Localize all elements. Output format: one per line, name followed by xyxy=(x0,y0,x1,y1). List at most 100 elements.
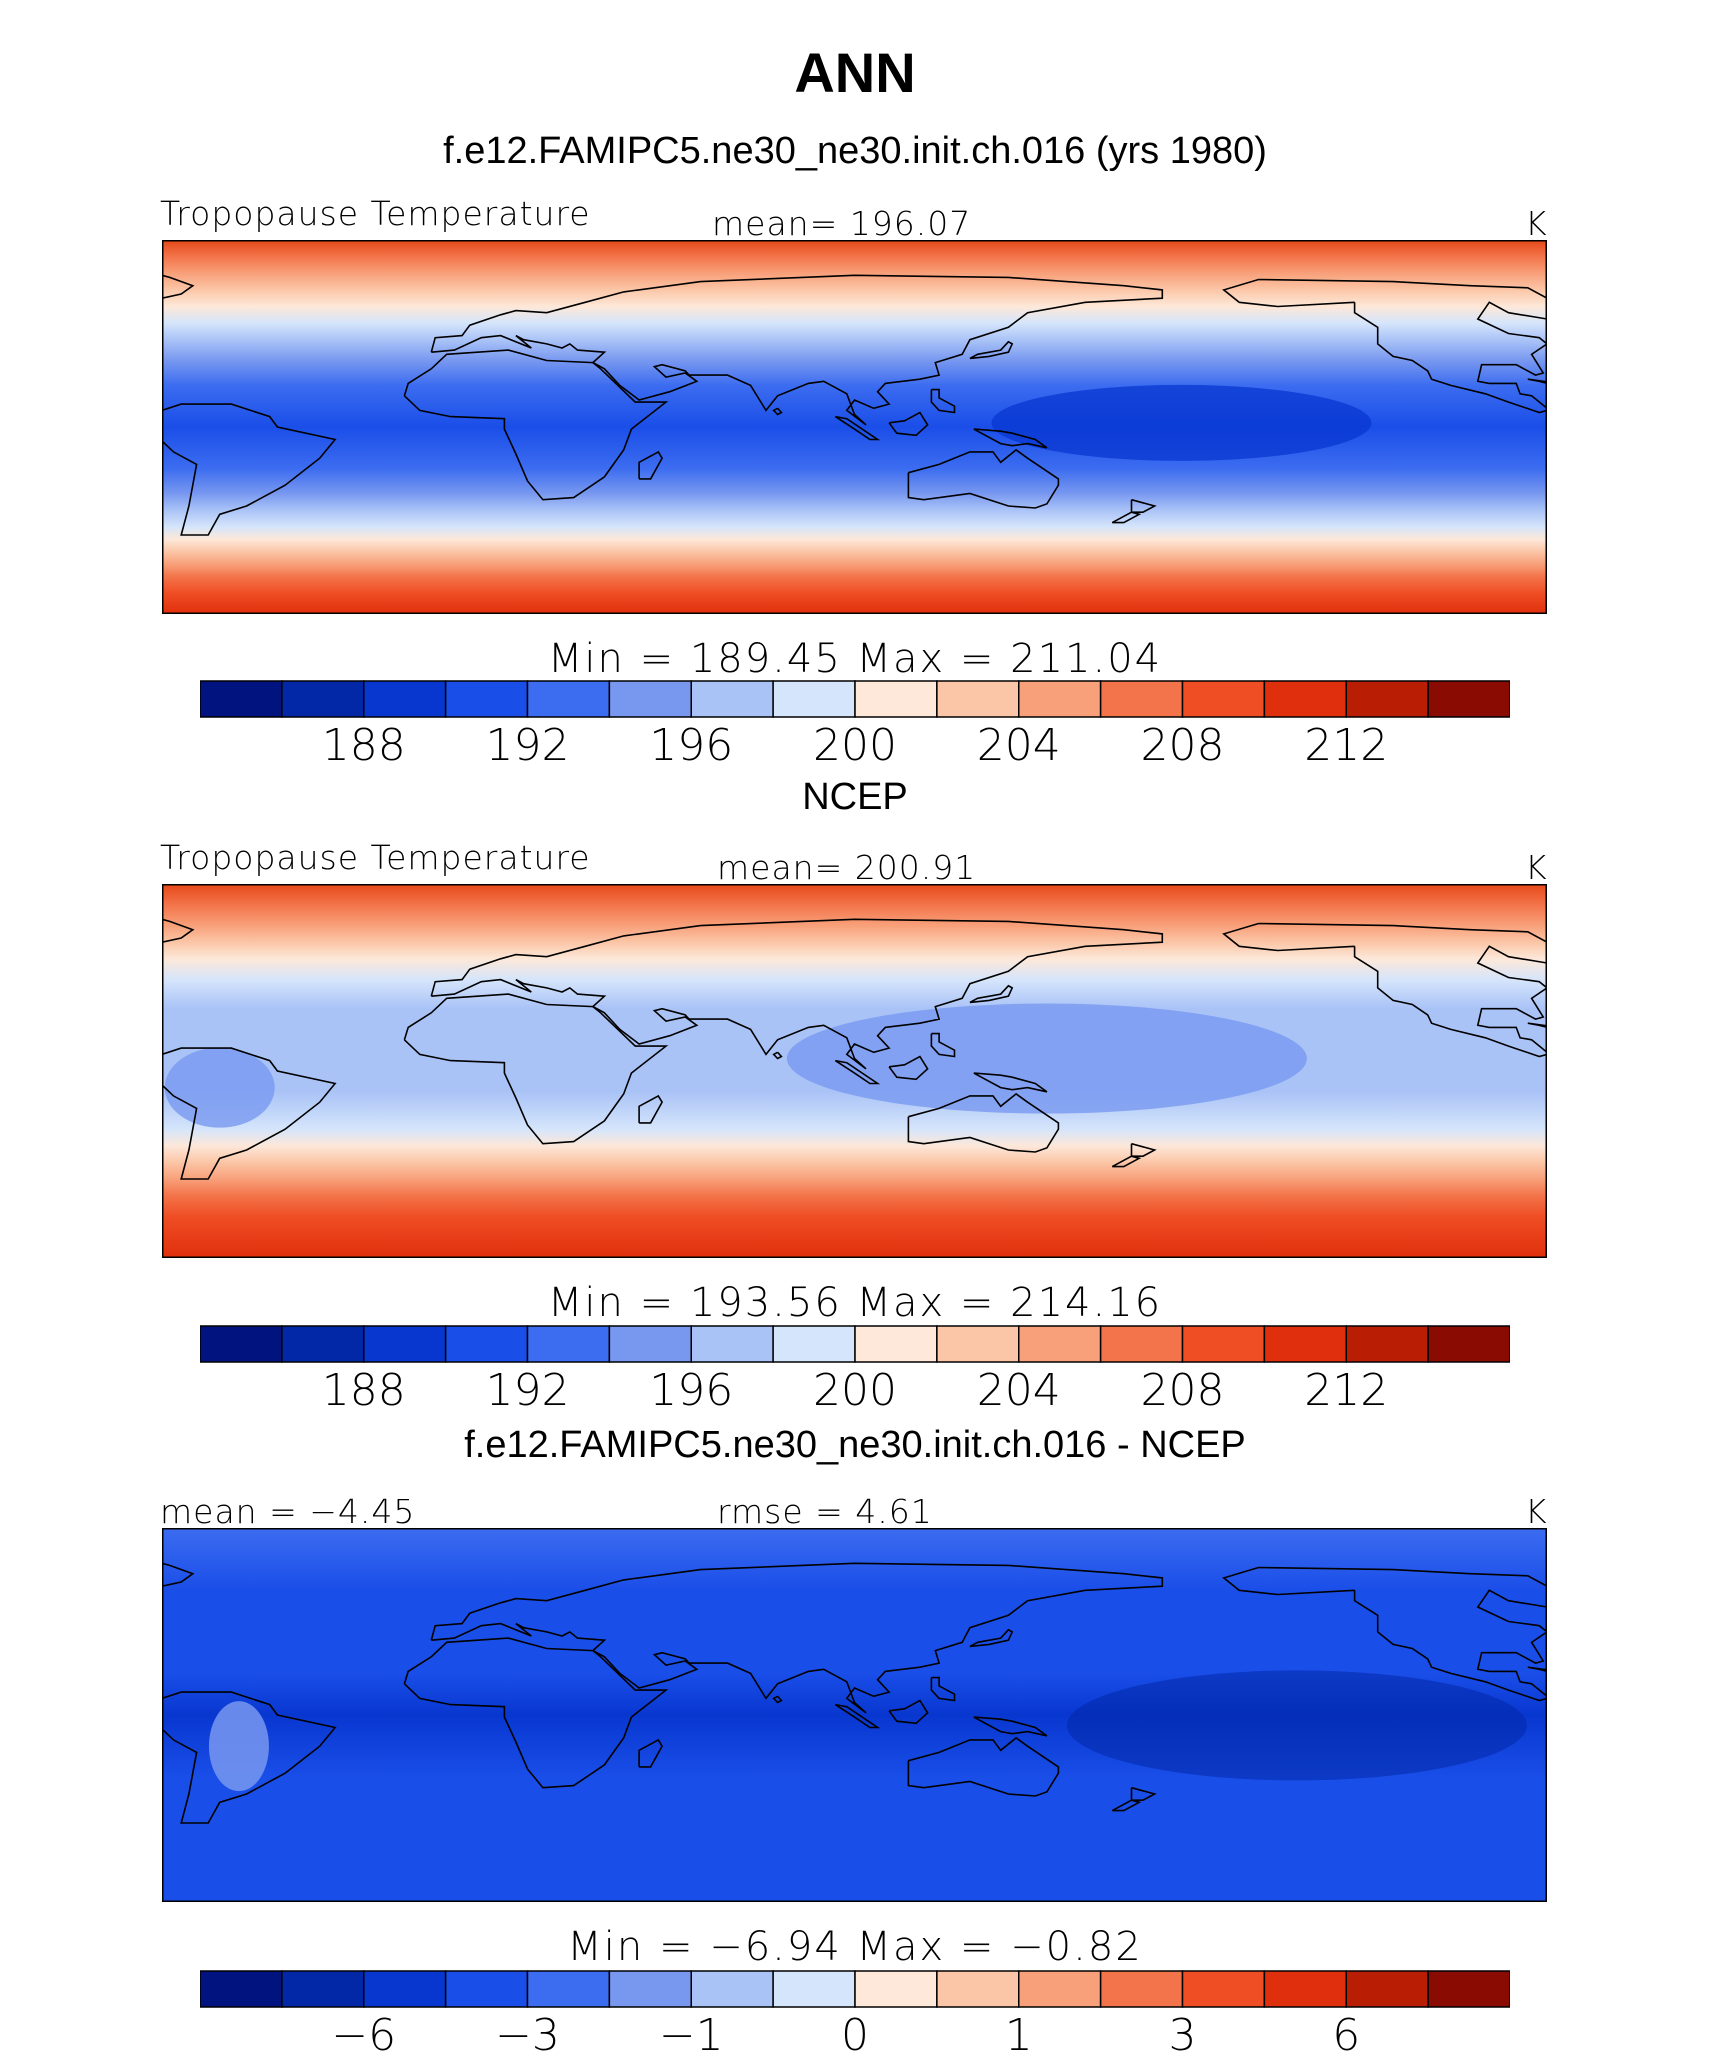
colorbar-swatch xyxy=(444,1970,529,2008)
colorbar-swatch xyxy=(1018,1970,1102,2008)
colorbar-tick-label: 192 xyxy=(485,1365,570,1416)
units-label-diff: K xyxy=(1525,1492,1548,1531)
coastline xyxy=(162,403,337,536)
colorbar-swatch xyxy=(690,680,774,718)
coastline xyxy=(430,918,1164,1070)
coastline xyxy=(162,1047,337,1180)
coastline xyxy=(1111,1155,1142,1168)
map-diff xyxy=(162,1528,1547,1902)
coastline xyxy=(162,1562,195,1587)
colorbar-tick-label: 208 xyxy=(1140,720,1225,771)
coastline xyxy=(888,1699,929,1725)
colorbar-swatch xyxy=(1263,1325,1348,1363)
difference-feature xyxy=(1066,1670,1527,1781)
panel-title-model: f.e12.FAMIPC5.ne30_ne30.init.ch.016 (yrs… xyxy=(443,130,1267,172)
coastline xyxy=(834,415,881,441)
colorbar-tick-label: 212 xyxy=(1304,720,1389,771)
coastline xyxy=(930,1032,956,1058)
colorbar-tick-label: 192 xyxy=(485,720,570,771)
figure-title: ANN xyxy=(794,41,916,104)
colorbar-tick-label: −6 xyxy=(331,2010,397,2061)
colorbar-swatch xyxy=(1099,1970,1184,2008)
colorbar-swatch xyxy=(854,1325,938,1363)
coastline xyxy=(973,1716,1048,1737)
colorbar-tick-label: 6 xyxy=(1332,2010,1361,2061)
coastline xyxy=(834,1703,881,1729)
colorbar-swatch xyxy=(936,680,1020,718)
coastline xyxy=(403,349,669,501)
colorbar-swatch xyxy=(281,680,365,718)
colorbar-tick-label: 188 xyxy=(321,720,406,771)
coastline xyxy=(638,450,664,480)
colorbar-swatch xyxy=(1099,1325,1184,1363)
coastline xyxy=(907,448,1060,509)
coastline xyxy=(1111,1799,1142,1812)
colorbar-tick-label: 0 xyxy=(841,2010,869,2061)
colorbar-swatch xyxy=(1181,1325,1266,1363)
colorbar-swatch xyxy=(608,680,693,718)
colorbar-swatch xyxy=(772,680,856,718)
coastline xyxy=(1527,1022,1547,1029)
colorbar-swatch xyxy=(1263,1970,1348,2008)
colorbar-swatch xyxy=(608,1970,693,2008)
coastline xyxy=(907,1736,1060,1797)
coastline xyxy=(162,274,195,299)
coastline xyxy=(930,388,956,414)
colorbar-tick-label: 204 xyxy=(976,1365,1061,1416)
colorbar-swatch xyxy=(1181,680,1266,718)
rmse-label-diff: rmse = 4.61 xyxy=(717,1492,933,1531)
coastline xyxy=(973,428,1048,449)
colorbar-swatch xyxy=(1345,680,1429,718)
coastline xyxy=(969,1628,1014,1648)
map-frame xyxy=(162,240,1547,614)
coastline xyxy=(969,340,1014,360)
cold-tropopause-feature xyxy=(164,1047,275,1128)
panel-title-diff: f.e12.FAMIPC5.ne30_ne30.init.ch.016 - NC… xyxy=(464,1424,1246,1466)
coastline xyxy=(1222,922,1547,1058)
coastline xyxy=(973,1072,1048,1093)
coastline xyxy=(162,1691,337,1824)
coastline xyxy=(638,1094,664,1124)
mean-label-diff: mean = −4.45 xyxy=(160,1492,416,1531)
colorbar-swatch xyxy=(1345,1325,1429,1363)
colorbar-swatch xyxy=(690,1325,774,1363)
map-obs xyxy=(162,884,1547,1258)
mean-label-model: mean= 196.07 xyxy=(712,204,972,243)
cold-tropopause-feature xyxy=(786,1003,1307,1114)
colorbar-swatch xyxy=(1345,1970,1429,2008)
colorbar-swatch xyxy=(1427,1325,1510,1363)
colorbar-swatch xyxy=(363,1325,447,1363)
coastline xyxy=(772,1695,783,1704)
coastline xyxy=(888,1055,929,1081)
min-max-label-model: Min = 189.45 Max = 211.04 xyxy=(547,636,1163,682)
panel-title-obs: NCEP xyxy=(802,776,908,818)
colorbar-tick-label: 212 xyxy=(1304,1365,1389,1416)
colorbar-swatch xyxy=(1263,680,1348,718)
coastline xyxy=(930,1676,956,1702)
colorbar-swatch xyxy=(690,1970,774,2008)
colorbar-swatch xyxy=(200,1325,283,1363)
coastline xyxy=(430,274,1164,426)
colorbar-swatch xyxy=(444,1325,529,1363)
colorbar-swatch xyxy=(363,680,447,718)
coastline xyxy=(1130,1786,1157,1801)
colorbar-swatch xyxy=(1427,1970,1510,2008)
colorbar-swatch xyxy=(363,1970,447,2008)
coastline xyxy=(907,1092,1060,1153)
map-model xyxy=(162,240,1547,614)
coastline xyxy=(1222,278,1547,414)
coastline xyxy=(969,984,1014,1004)
colorbar-swatch xyxy=(526,1970,611,2008)
colorbar-tick-label: 200 xyxy=(813,720,897,771)
units-label-obs: K xyxy=(1525,848,1548,887)
map-frame xyxy=(162,1528,1547,1902)
units-label-model: K xyxy=(1525,204,1548,243)
colorbar-swatch xyxy=(281,1970,365,2008)
colorbar-swatch xyxy=(200,680,283,718)
colorbar-swatch xyxy=(526,680,611,718)
mean-label-obs: mean= 200.91 xyxy=(717,848,977,887)
coastline xyxy=(430,1562,1164,1714)
colorbar-tick-label: 196 xyxy=(649,720,734,771)
colorbar-tick-label: 3 xyxy=(1168,2010,1197,2061)
coastline xyxy=(1111,511,1142,524)
